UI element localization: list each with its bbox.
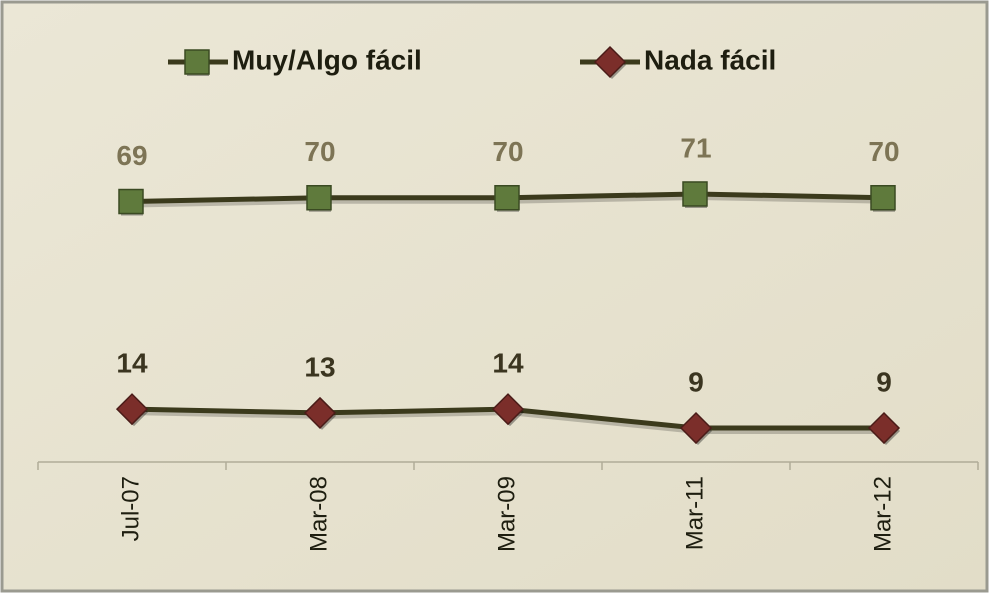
data-label: 70 — [492, 136, 523, 167]
data-label: 70 — [868, 136, 899, 167]
data-label: 9 — [876, 366, 892, 397]
marker — [118, 188, 144, 215]
marker — [184, 49, 210, 75]
data-label: 14 — [492, 348, 524, 379]
x-tick-label: Mar-08 — [305, 476, 332, 552]
data-label: 13 — [304, 351, 335, 382]
marker — [682, 181, 708, 207]
x-tick-label: Mar-09 — [493, 476, 520, 552]
legend-label: Nada fácil — [644, 44, 776, 75]
data-label: 9 — [688, 366, 704, 397]
data-label: 69 — [116, 140, 147, 171]
marker — [593, 45, 627, 79]
marker — [306, 185, 332, 211]
marker — [679, 411, 713, 445]
marker — [867, 411, 901, 445]
marker — [491, 393, 525, 426]
x-tick-label: Mar-11 — [681, 476, 708, 550]
legend-label: Muy/Algo fácil — [232, 44, 422, 75]
x-tick-label: Jul-07 — [117, 476, 144, 541]
marker — [870, 185, 896, 211]
x-tick-label: Mar-12 — [869, 476, 896, 552]
data-label: 71 — [680, 132, 711, 163]
data-label: 70 — [304, 136, 335, 167]
marker — [303, 396, 337, 429]
data-label: 14 — [116, 348, 148, 379]
marker — [115, 393, 149, 426]
marker — [494, 185, 520, 211]
